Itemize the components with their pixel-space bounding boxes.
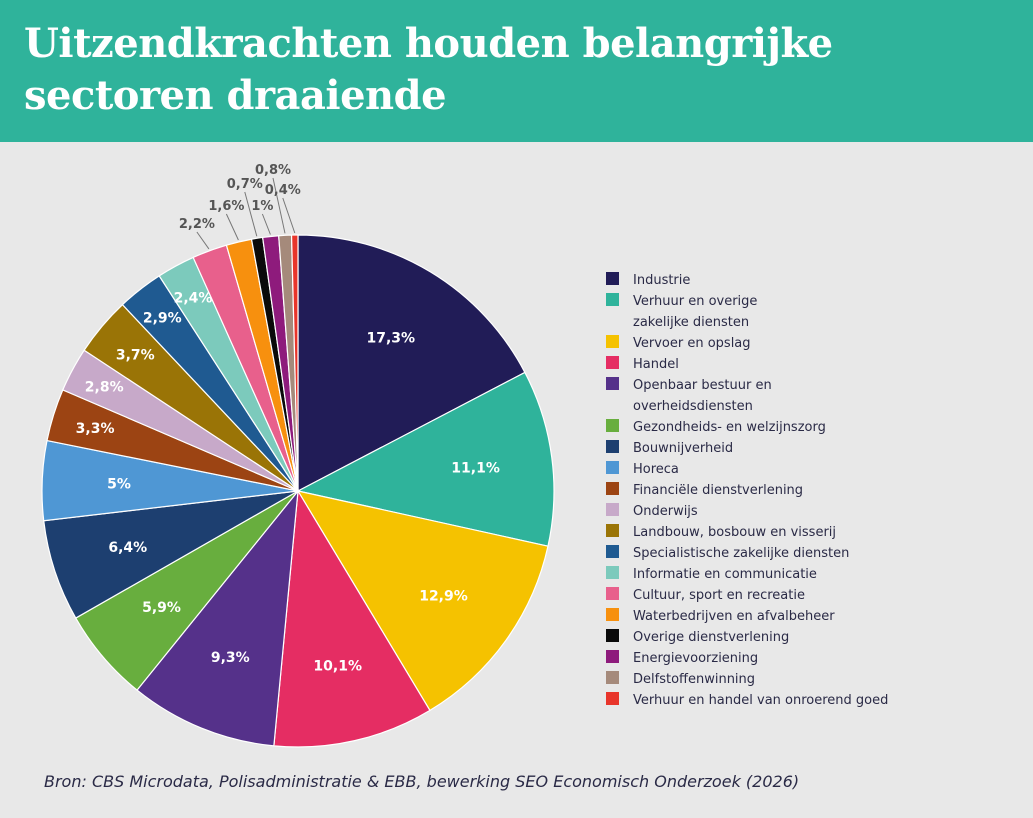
legend-label: Handel bbox=[633, 357, 679, 372]
slice-label: 0,4% bbox=[265, 183, 301, 198]
slice-label: 17,3% bbox=[367, 331, 416, 347]
legend-swatch bbox=[606, 587, 619, 600]
slice-label: 3,7% bbox=[116, 347, 155, 363]
legend-swatch bbox=[606, 545, 619, 558]
legend-item: Handel bbox=[606, 356, 679, 372]
pie-chart: 17,3% 11,1% 12,9% 10,1% 9,3% 5,9% 6,4% 5% 3,3% 2,… bbox=[41, 163, 888, 748]
legend-label: Financiële dienstverlening bbox=[633, 483, 803, 498]
legend: Industrie Verhuur en overige zakelijke die… bbox=[606, 272, 888, 708]
leader-line bbox=[261, 213, 271, 235]
legend-item: Energievoorziening bbox=[606, 650, 758, 666]
legend-label: Verhuur en overige bbox=[633, 294, 757, 309]
legend-label: Onderwijs bbox=[633, 504, 698, 519]
slice-label: 12,9% bbox=[419, 589, 468, 605]
legend-label: Energievoorziening bbox=[633, 651, 758, 666]
legend-item: Horeca bbox=[606, 461, 679, 477]
legend-swatch bbox=[606, 566, 619, 579]
slice-label: 3,3% bbox=[76, 421, 115, 437]
pie-slice bbox=[296, 371, 555, 547]
source-note: Bron: CBS Microdata, Polisadministratie … bbox=[44, 772, 800, 791]
legend-item: Overige dienstverlening bbox=[606, 629, 789, 645]
legend-swatch bbox=[606, 482, 619, 495]
legend-item: Gezondheids- en welzijnszorg bbox=[606, 419, 826, 435]
legend-item: Verhuur en handel van onroerend goed bbox=[606, 692, 888, 708]
legend-swatch bbox=[606, 524, 619, 537]
title-line-1: Uitzendkrachten houden belangrijke bbox=[24, 20, 833, 67]
legend-label: Delfstoffenwinning bbox=[633, 672, 755, 687]
legend-swatch bbox=[606, 671, 619, 684]
legend-item: Informatie en communicatie bbox=[606, 566, 817, 582]
legend-label: zakelijke diensten bbox=[633, 315, 749, 330]
legend-label: Verhuur en handel van onroerend goed bbox=[633, 693, 888, 708]
legend-swatch bbox=[606, 608, 619, 621]
legend-item: Vervoer en opslag bbox=[606, 335, 751, 351]
pie-slice bbox=[273, 489, 431, 748]
title-line-2: sectoren draaiende bbox=[24, 72, 447, 119]
pie-slice bbox=[297, 234, 526, 492]
legend-item: Cultuur, sport en recreatie bbox=[606, 587, 805, 603]
legend-item: Delfstoffenwinning bbox=[606, 671, 755, 687]
pie-labels: 17,3% 11,1% 12,9% 10,1% 9,3% 5,9% 6,4% 5% 3,3% 2,… bbox=[76, 163, 500, 675]
pie-slices bbox=[41, 234, 555, 748]
slice-label: 0,7% bbox=[227, 177, 263, 192]
pie-slice bbox=[136, 489, 299, 747]
slice-label: 2,4% bbox=[174, 291, 213, 307]
slice-label: 1,6% bbox=[208, 199, 244, 214]
legend-label: Openbaar bestuur en bbox=[633, 378, 772, 393]
legend-label: Waterbedrijven en afvalbeheer bbox=[633, 609, 835, 624]
legend-label: Bouwnijverheid bbox=[633, 441, 733, 456]
slice-label: 1% bbox=[251, 199, 273, 214]
legend-swatch bbox=[606, 503, 619, 516]
legend-swatch bbox=[606, 293, 619, 306]
slice-label: 11,1% bbox=[451, 460, 500, 476]
legend-label: overheidsdiensten bbox=[633, 399, 753, 414]
pie-slice bbox=[296, 490, 549, 712]
legend-item: Specialistische zakelijke diensten bbox=[606, 545, 849, 561]
legend-swatch bbox=[606, 377, 619, 390]
legend-item: Bouwnijverheid bbox=[606, 440, 733, 456]
legend-label: Cultuur, sport en recreatie bbox=[633, 588, 805, 603]
leader-line bbox=[225, 213, 239, 241]
header-banner: Uitzendkrachten houden belangrijke secto… bbox=[0, 0, 1033, 142]
legend-swatch bbox=[606, 650, 619, 663]
legend-swatch bbox=[606, 335, 619, 348]
legend-item: Landbouw, bosbouw en visserij bbox=[606, 524, 836, 540]
slice-label: 6,4% bbox=[108, 540, 147, 556]
page-title: Uitzendkrachten houden belangrijke secto… bbox=[24, 18, 924, 122]
pie-slice bbox=[290, 234, 299, 492]
leader-line bbox=[272, 177, 286, 234]
legend-swatch bbox=[606, 461, 619, 474]
slice-label: 2,9% bbox=[143, 311, 182, 327]
leader-line bbox=[282, 197, 296, 234]
leader-line bbox=[244, 191, 258, 237]
slice-label: 5% bbox=[107, 477, 131, 493]
slice-label: 10,1% bbox=[313, 659, 362, 675]
legend-swatch bbox=[606, 356, 619, 369]
legend-label: Specialistische zakelijke diensten bbox=[633, 546, 849, 561]
legend-swatch bbox=[606, 629, 619, 642]
slice-label: 5,9% bbox=[142, 600, 181, 616]
legend-swatch bbox=[606, 440, 619, 453]
legend-item: Financiële dienstverlening bbox=[606, 482, 803, 498]
legend-label: Industrie bbox=[633, 273, 690, 288]
legend-label: Overige dienstverlening bbox=[633, 630, 789, 645]
leader-line bbox=[196, 231, 210, 250]
legend-item: Verhuur en overige zakelijke diensten bbox=[606, 293, 757, 330]
legend-label: Horeca bbox=[633, 462, 679, 477]
legend-item: Openbaar bestuur en overheidsdiensten bbox=[606, 377, 772, 414]
legend-swatch bbox=[606, 272, 619, 285]
legend-label: Informatie en communicatie bbox=[633, 567, 817, 582]
legend-item: Waterbedrijven en afvalbeheer bbox=[606, 608, 835, 624]
slice-label: 0,8% bbox=[255, 163, 291, 178]
legend-swatch bbox=[606, 419, 619, 432]
legend-item: Industrie bbox=[606, 272, 690, 288]
slice-label: 2,2% bbox=[179, 217, 215, 232]
slice-label: 2,8% bbox=[85, 380, 124, 396]
slice-label: 9,3% bbox=[211, 650, 250, 666]
legend-label: Gezondheids- en welzijnszorg bbox=[633, 420, 826, 435]
legend-label: Landbouw, bosbouw en visserij bbox=[633, 525, 836, 540]
legend-label: Vervoer en opslag bbox=[633, 336, 751, 351]
legend-swatch bbox=[606, 692, 619, 705]
legend-item: Onderwijs bbox=[606, 503, 698, 519]
